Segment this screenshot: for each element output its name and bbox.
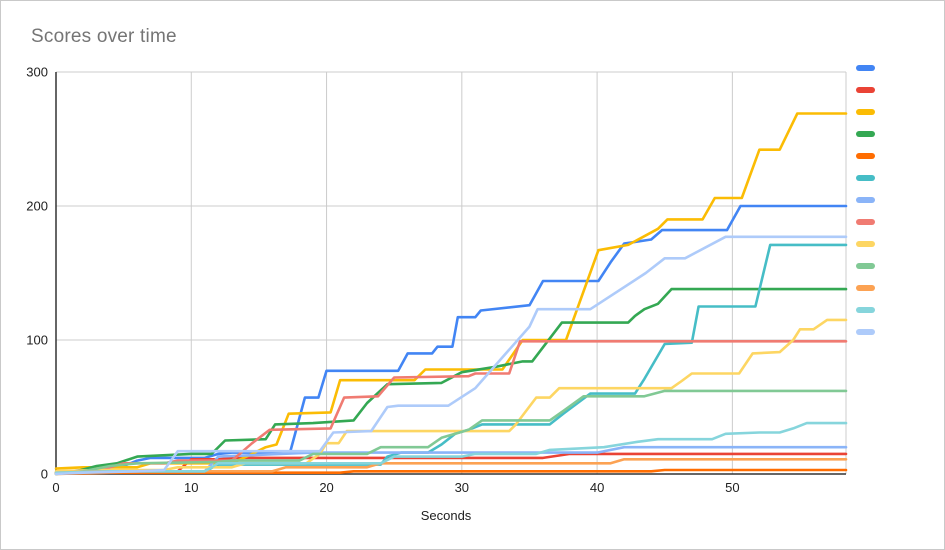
y-tick-label: 300 xyxy=(26,65,48,80)
legend-item-series-11-light-orange xyxy=(856,285,875,291)
line-series-09-light-yellow xyxy=(54,318,848,473)
legend-swatch-series-07-light-blue xyxy=(856,197,875,203)
legend-swatch-series-12-light-teal xyxy=(856,307,875,313)
legend-swatch-series-10-light-green xyxy=(856,263,875,269)
line-series-12-light-teal xyxy=(54,421,848,475)
legend-item-series-03-yellow xyxy=(856,109,875,115)
legend-item-series-04-green xyxy=(856,131,875,137)
line-series-01-blue xyxy=(54,204,848,475)
line-series-03-yellow xyxy=(54,112,848,470)
x-tick-label: 30 xyxy=(455,480,469,495)
legend-item-series-05-orange xyxy=(856,153,875,159)
line-series-10-light-green xyxy=(54,389,848,476)
legend-item-series-06-teal xyxy=(856,175,875,181)
x-tick-label: 10 xyxy=(184,480,198,495)
legend-item-series-07-light-blue xyxy=(856,197,875,203)
legend-item-series-08-salmon xyxy=(856,219,875,225)
x-tick-label: 20 xyxy=(319,480,333,495)
line-series-06-teal xyxy=(54,243,848,475)
legend-swatch-series-04-green xyxy=(856,131,875,137)
legend-swatch-series-03-yellow xyxy=(856,109,875,115)
legend-swatch-series-02-red xyxy=(856,87,875,93)
legend-item-series-01-blue xyxy=(856,65,875,71)
x-axis-title: Seconds xyxy=(420,508,472,523)
line-series-13-pale-blue xyxy=(54,235,848,476)
y-tick-label: 100 xyxy=(26,333,48,348)
chart-legend xyxy=(856,65,875,335)
legend-swatch-series-01-blue xyxy=(856,65,875,71)
legend-item-series-10-light-green xyxy=(856,263,875,269)
legend-item-series-02-red xyxy=(856,87,875,93)
y-tick-label: 200 xyxy=(26,199,48,214)
x-tick-label: 0 xyxy=(52,480,59,495)
legend-swatch-series-05-orange xyxy=(856,153,875,159)
legend-item-series-09-light-yellow xyxy=(856,241,875,247)
legend-swatch-series-06-teal xyxy=(856,175,875,181)
legend-item-series-13-pale-blue xyxy=(856,329,875,335)
legend-swatch-series-11-light-orange xyxy=(856,285,875,291)
x-tick-label: 40 xyxy=(590,480,604,495)
legend-swatch-series-13-pale-blue xyxy=(856,329,875,335)
line-series-04-green xyxy=(54,287,848,476)
legend-item-series-12-light-teal xyxy=(856,307,875,313)
legend-swatch-series-08-salmon xyxy=(856,219,875,225)
legend-swatch-series-09-light-yellow xyxy=(856,241,875,247)
chart-title: Scores over time xyxy=(31,26,177,47)
y-tick-label: 0 xyxy=(41,467,48,482)
x-tick-label: 50 xyxy=(725,480,739,495)
